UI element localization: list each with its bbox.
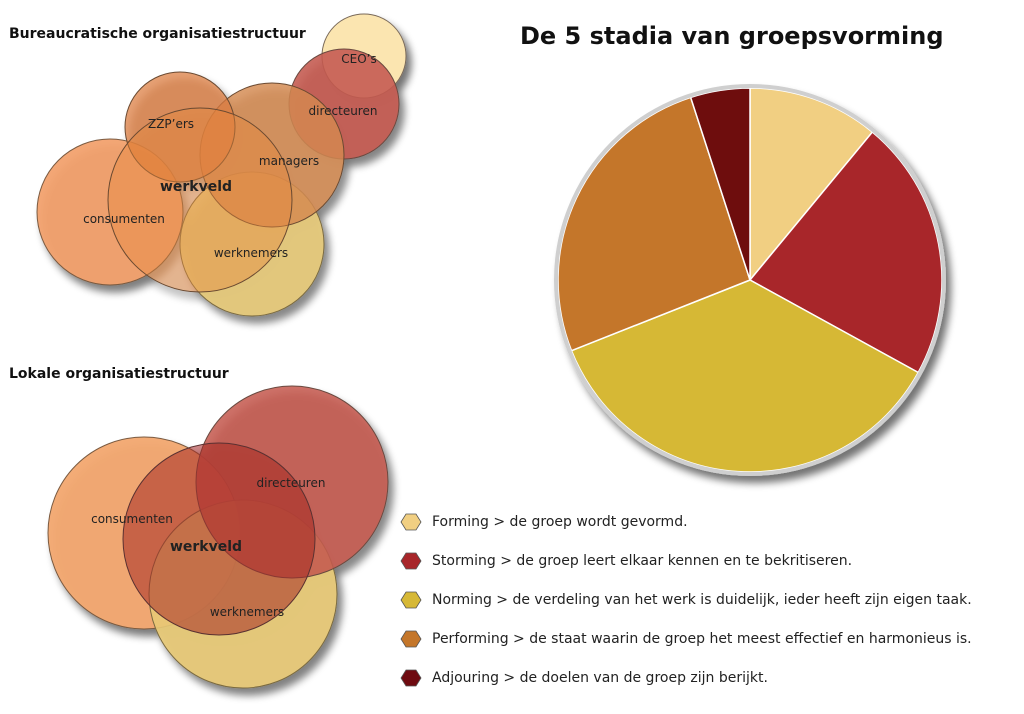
label-directeuren: directeuren bbox=[309, 104, 378, 118]
label-werknemers: werknemers bbox=[214, 246, 288, 260]
pie-chart bbox=[554, 84, 946, 476]
pie-slice-storming bbox=[748, 131, 943, 374]
venn-circle-werkveld bbox=[122, 442, 316, 636]
legend-text-forming: Forming > de groep wordt gevormd. bbox=[432, 514, 688, 530]
pie-rim bbox=[554, 84, 946, 476]
hexagon-icon bbox=[400, 669, 422, 687]
hexagon-icon bbox=[400, 513, 422, 531]
hexagon-icon bbox=[400, 552, 422, 570]
legend-item-norming: Norming > de verdeling van het werk is d… bbox=[400, 590, 972, 610]
local-venn: directeuren consumenten werkveld werknem… bbox=[47, 385, 389, 689]
legend-text-adjouring: Adjouring > de doelen van de groep zijn … bbox=[432, 670, 768, 686]
legend-item-performing: Performing > de staat waarin de groep he… bbox=[400, 629, 972, 649]
bureaucratic-venn: CEO’s directeuren ZZP’ers managers werkv… bbox=[36, 13, 407, 317]
legend-text-storming: Storming > de groep leert elkaar kennen … bbox=[432, 553, 853, 569]
label-consumenten: consumenten bbox=[91, 512, 173, 526]
pie-chart-title: De 5 stadia van groepsvorming bbox=[520, 22, 944, 50]
label-ceo: CEO’s bbox=[341, 52, 376, 66]
legend-text-performing: Performing > de staat waarin de groep he… bbox=[432, 631, 972, 647]
hexagon-icon bbox=[400, 630, 422, 648]
pie-slice-forming bbox=[749, 87, 874, 283]
legend-text-norming: Norming > de verdeling van het werk is d… bbox=[432, 592, 972, 608]
pie-slice-performing bbox=[557, 96, 751, 352]
label-werkveld: werkveld bbox=[170, 539, 242, 555]
label-consumenten: consumenten bbox=[83, 212, 165, 226]
legend-item-adjouring: Adjouring > de doelen van de groep zijn … bbox=[400, 668, 768, 688]
label-managers: managers bbox=[259, 154, 319, 168]
legend-item-storming: Storming > de groep leert elkaar kennen … bbox=[400, 551, 852, 571]
legend-item-forming: Forming > de groep wordt gevormd. bbox=[400, 512, 688, 532]
label-directeuren: directeuren bbox=[257, 476, 326, 490]
label-zzp: ZZP’ers bbox=[148, 117, 194, 131]
venn-circle-werkveld bbox=[107, 107, 293, 293]
label-werknemers: werknemers bbox=[210, 605, 284, 619]
hexagon-icon bbox=[400, 591, 422, 609]
pie-slice-norming bbox=[570, 279, 920, 473]
local-structure-title: Lokale organisatiestructuur bbox=[9, 366, 229, 382]
pie-slice-adjouring bbox=[689, 87, 751, 281]
label-werkveld: werkveld bbox=[160, 179, 232, 195]
bureaucratic-structure-title: Bureaucratische organisatiestructuur bbox=[9, 26, 306, 42]
